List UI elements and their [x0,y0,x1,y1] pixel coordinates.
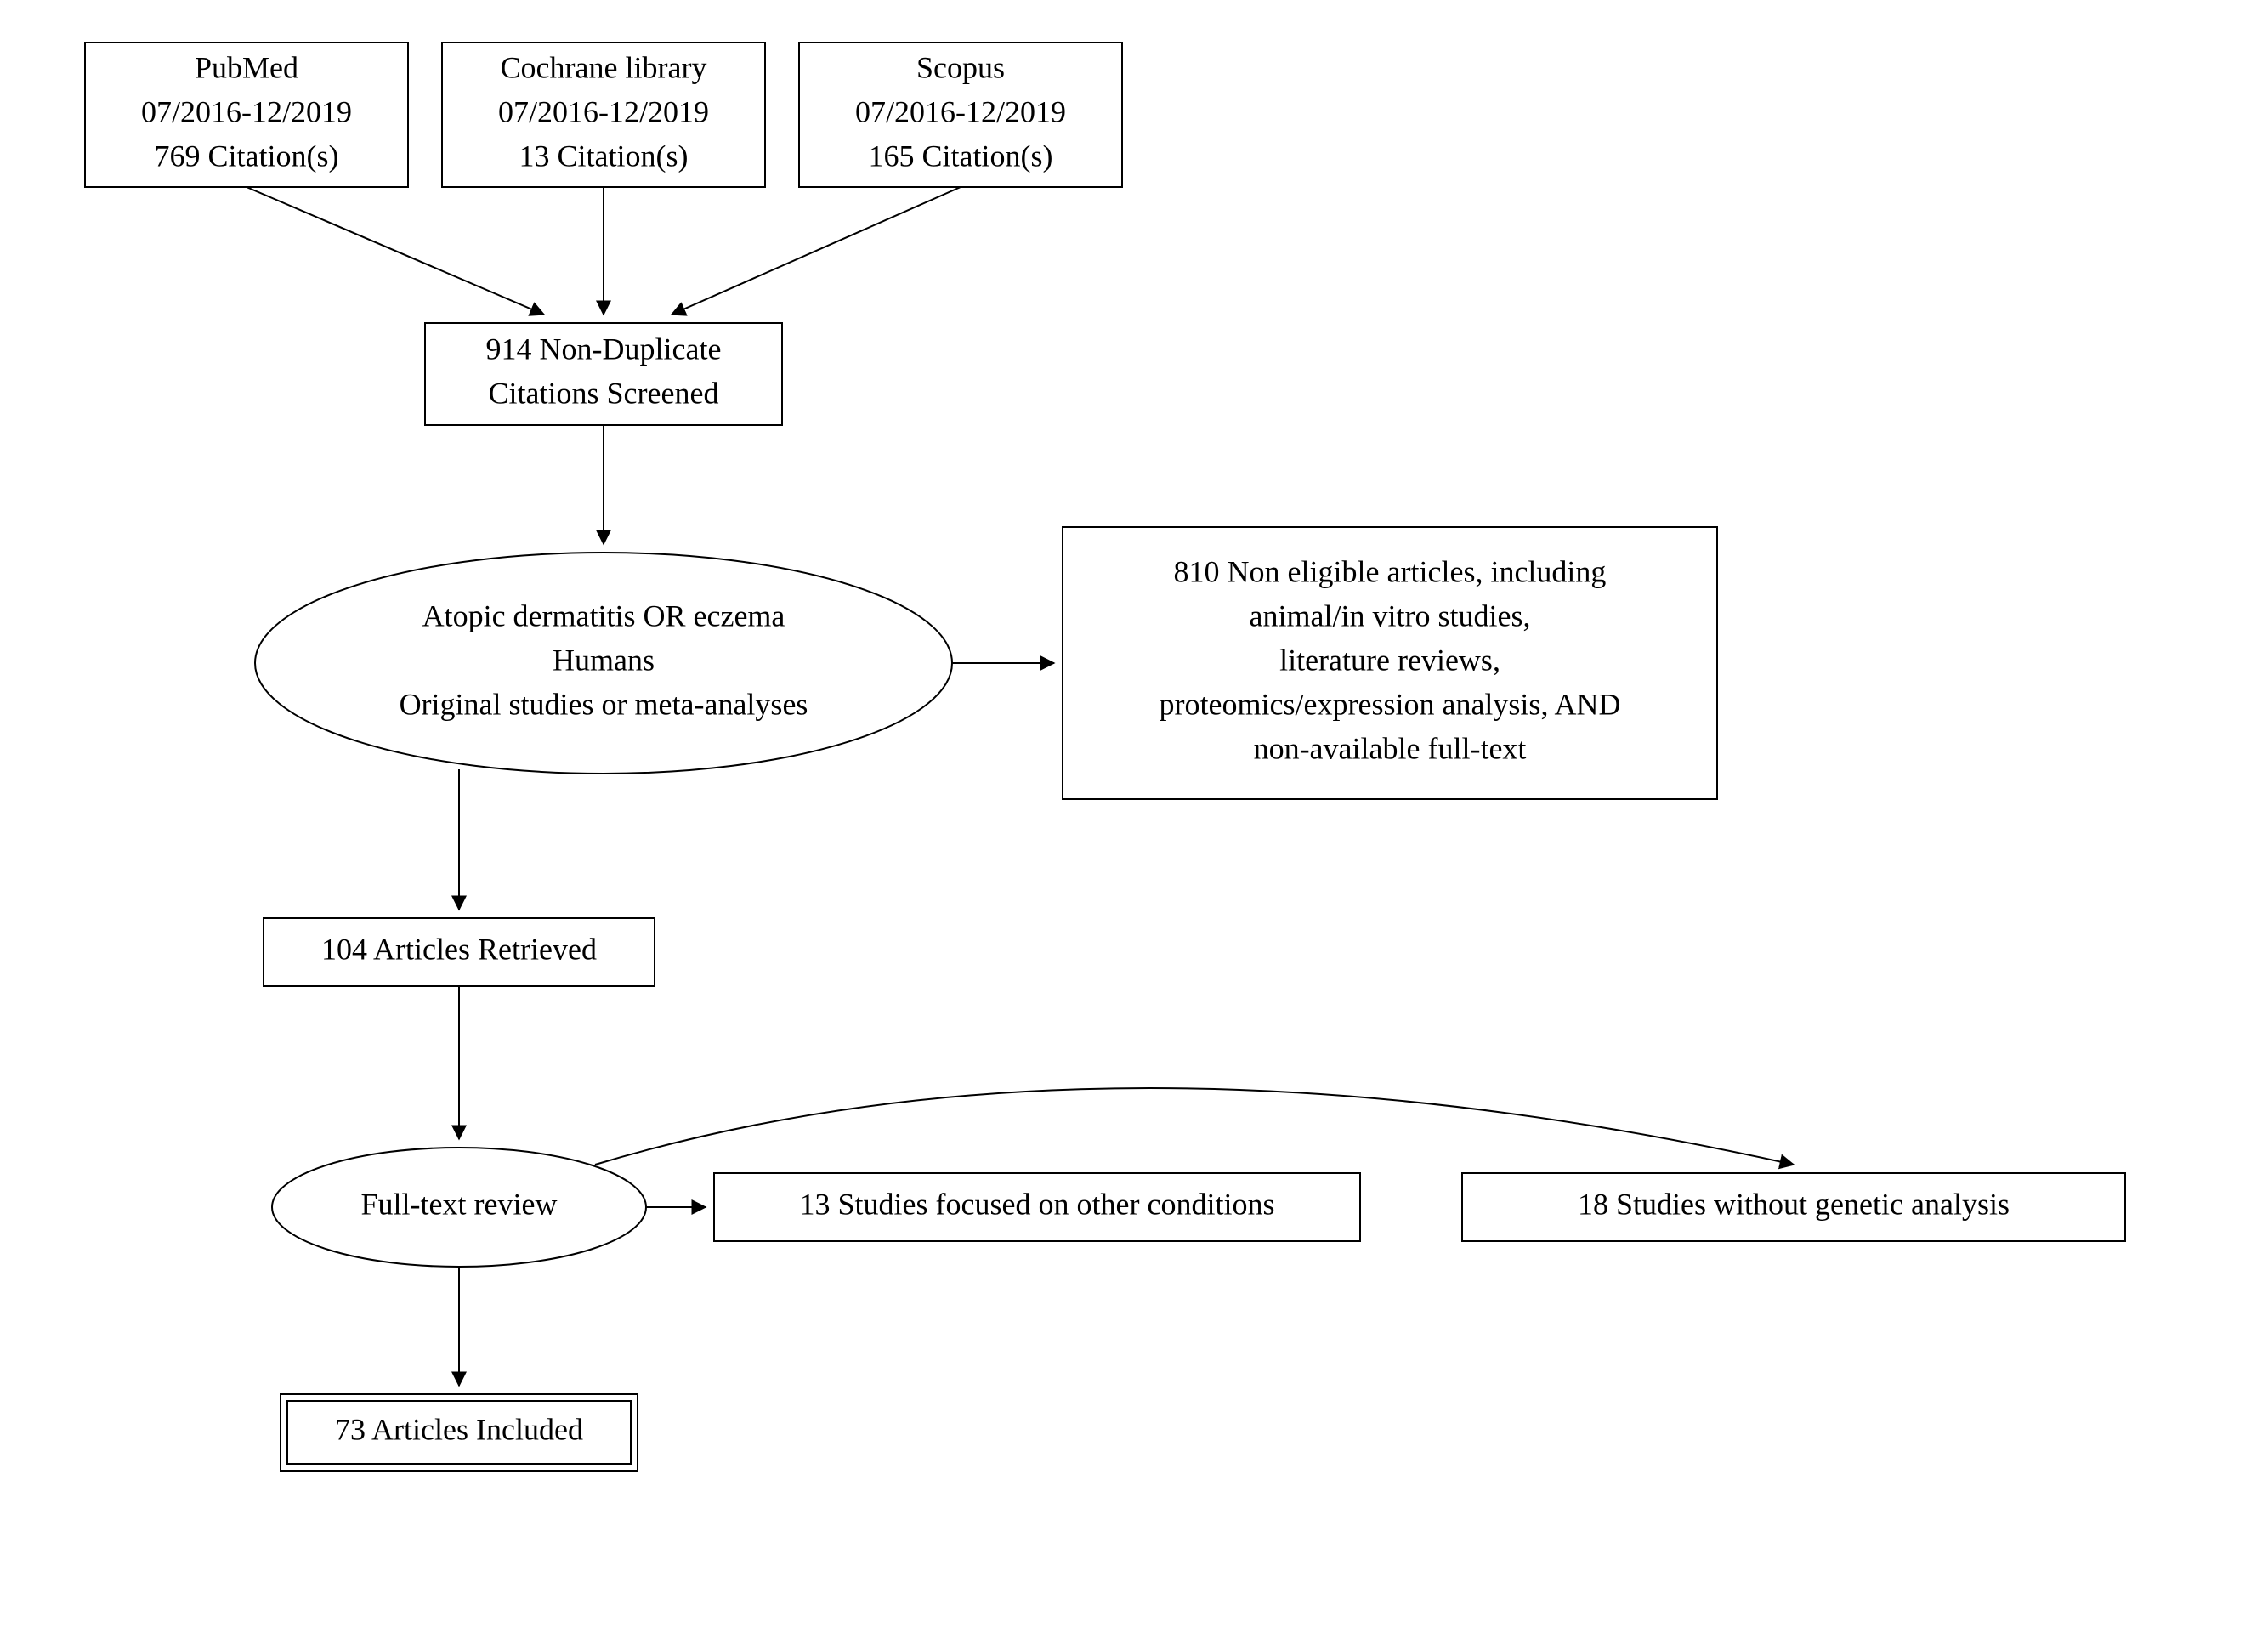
filter1-line-2: Original studies or meta-analyses [400,687,808,721]
fulltext-line-0: Full-text review [361,1187,558,1221]
screened-line-0: 914 Non-Duplicate [486,332,722,366]
pubmed-line-0: PubMed [195,50,298,84]
pubmed-line-1: 07/2016-12/2019 [141,94,352,128]
scopus-line-0: Scopus [916,50,1005,84]
excluded1-line-2: literature reviews, [1279,643,1500,677]
retrieved-line-0: 104 Articles Retrieved [321,932,597,966]
cochrane-line-0: Cochrane library [501,50,707,84]
scopus-line-2: 165 Citation(s) [869,139,1053,173]
excluded1-line-4: non-available full-text [1254,731,1527,765]
filter1-line-1: Humans [553,643,655,677]
edge-8 [595,1088,1794,1165]
edge-0 [247,187,544,315]
included-line-0: 73 Articles Included [335,1412,583,1446]
flowchart-canvas: PubMed 07/2016-12/2019 769 Citation(s) Coch… [0,0,2268,1639]
excluded1-line-1: animal/in vitro studies, [1250,598,1531,632]
filter1-line-0: Atopic dermatitis OR eczema [422,598,785,632]
edge-2 [672,187,961,315]
cochrane-line-2: 13 Citation(s) [519,139,689,173]
excluded1-line-3: proteomics/expression analysis, AND [1160,687,1621,721]
other_conditions-line-0: 13 Studies focused on other conditions [800,1187,1275,1221]
cochrane-line-1: 07/2016-12/2019 [498,94,709,128]
screened-line-1: Citations Screened [489,376,719,410]
no_genetic-line-0: 18 Studies without genetic analysis [1578,1187,2010,1221]
excluded1-line-0: 810 Non eligible articles, including [1174,554,1607,588]
scopus-line-1: 07/2016-12/2019 [855,94,1066,128]
pubmed-line-2: 769 Citation(s) [155,139,339,173]
